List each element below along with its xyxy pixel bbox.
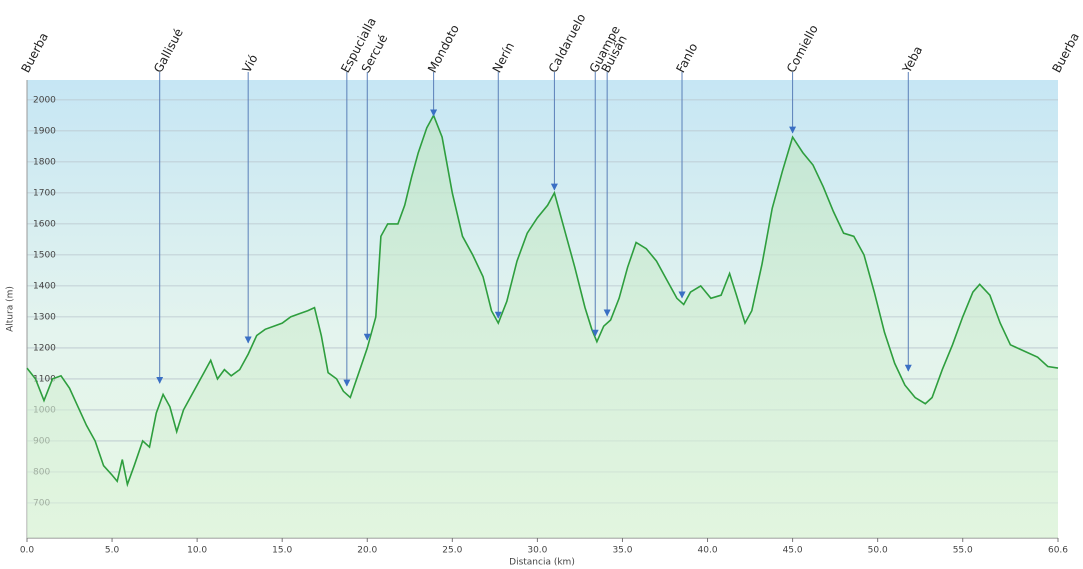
annotation-label: Gallisué — [151, 26, 186, 75]
x-tick-label: 60.6 — [1048, 546, 1068, 556]
y-tick-label: 1100 — [33, 374, 56, 384]
y-tick-label: 1800 — [33, 157, 56, 167]
annotation-label: Fanlo — [673, 41, 700, 75]
y-tick-label: 1500 — [33, 250, 56, 260]
x-tick-label: 35.0 — [612, 546, 632, 556]
y-axis-label: Altura (m) — [6, 286, 16, 332]
annotation-label: Nerín — [490, 40, 517, 75]
annotation-label: Buerba — [1049, 30, 1082, 75]
annotation-label: Caldaruelo — [546, 11, 589, 75]
x-tick-label: 30.0 — [527, 546, 547, 556]
x-tick-label: 45.0 — [783, 546, 803, 556]
annotation-label: Buerba — [18, 30, 51, 75]
y-tick-label: 1400 — [33, 281, 56, 291]
x-tick-label: 40.0 — [698, 546, 718, 556]
y-tick-label: 1900 — [33, 126, 56, 136]
y-tick-label: 2000 — [33, 95, 56, 105]
x-tick-label: 5.0 — [105, 546, 120, 556]
annotation-label: Yeba — [899, 44, 925, 76]
y-tick-label: 1600 — [33, 219, 56, 229]
elevation-line — [26, 113, 1059, 488]
x-axis-label: Distancia (km) — [509, 558, 575, 568]
x-tick-label: 55.0 — [953, 546, 973, 556]
x-tick-label: 20.0 — [357, 546, 377, 556]
x-tick-label: 25.0 — [442, 546, 462, 556]
y-tick-label: 1300 — [33, 312, 56, 322]
x-tick-label: 0.0 — [20, 546, 35, 556]
annotation-label: Mondoto — [425, 22, 462, 75]
annotation-label: Vió — [240, 52, 261, 75]
x-tick-label: 10.0 — [187, 546, 207, 556]
area-fill — [27, 115, 1058, 539]
x-tick-label: 15.0 — [272, 546, 292, 556]
y-tick-label: 1700 — [33, 188, 56, 198]
annotation-label: Comiello — [784, 22, 821, 75]
y-tick-label: 1200 — [33, 343, 56, 353]
x-tick-label: 50.0 — [868, 546, 888, 556]
